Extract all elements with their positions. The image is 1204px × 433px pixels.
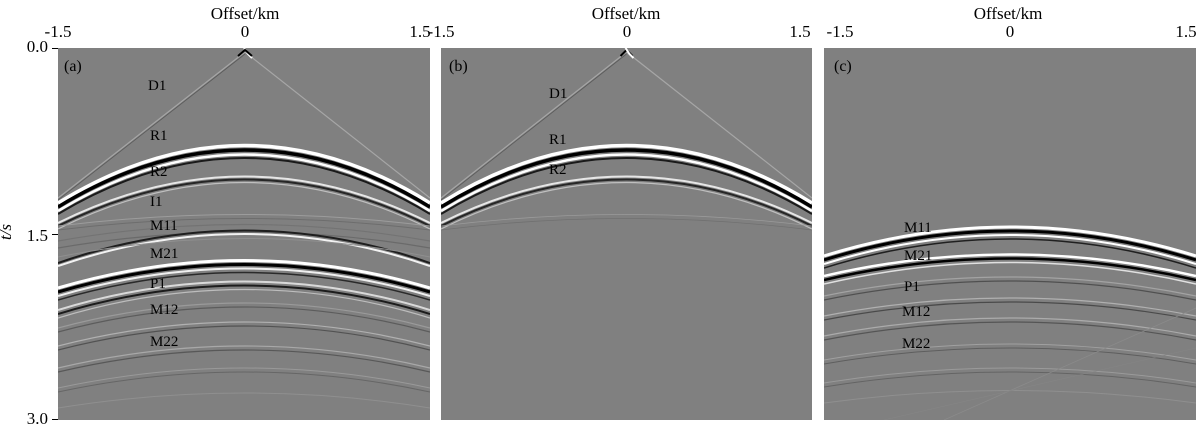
panel-a-event-m21: M21	[150, 246, 179, 262]
panel-b-event-r1: R1	[549, 132, 567, 148]
panel-b-x-title: Offset/km	[591, 4, 661, 23]
panel-c-x-tick-0: -1.5	[826, 22, 854, 41]
panel-a-event-r2: R2	[150, 164, 168, 180]
panel-b-x-tick-0: -1.5	[427, 22, 455, 41]
y-tickmark-0	[52, 48, 58, 49]
panel-a-seismic-image	[58, 48, 430, 409]
y-tickmark-1	[52, 234, 58, 235]
panel-a-event-m12: M12	[150, 302, 179, 318]
panel-a-event-r1: R1	[150, 128, 168, 144]
panel-a-gather: (a) D1 R1 R2 I1 M11 M21 P1 M12 M22	[58, 48, 430, 420]
panel-c-event-p1: P1	[904, 279, 920, 295]
panel-b-x-tick-2: 1.5	[789, 22, 811, 41]
panel-a-event-i1: I1	[150, 194, 163, 210]
panel-c-x-title: Offset/km	[973, 4, 1043, 23]
panel-a-event-m22: M22	[150, 334, 179, 350]
panel-a-event-p1: P1	[150, 276, 166, 292]
panel-c-x-tick-1: 0	[1005, 22, 1015, 41]
y-tickmark-2	[52, 419, 58, 420]
panel-c-seismic-image	[824, 225, 1196, 420]
y-tick-2: 3.0	[26, 409, 48, 428]
panel-a-event-m11: M11	[150, 218, 178, 234]
panel-a-label: (a)	[64, 58, 82, 75]
panel-b-gather: (b) D1 R1 R2	[441, 48, 812, 420]
panel-c-event-m11: M11	[904, 220, 932, 236]
panel-c-label: (c)	[834, 58, 852, 75]
panel-c-event-m22: M22	[902, 336, 931, 352]
panel-b-label: (b)	[449, 58, 468, 75]
y-tick-1: 1.5	[26, 226, 48, 245]
panel-a-event-d1: D1	[148, 78, 167, 94]
panel-b-event-d1: D1	[549, 86, 568, 102]
panel-c-event-m12: M12	[902, 304, 931, 320]
y-tick-0: 0.0	[26, 37, 48, 56]
panel-b-seismic-image	[441, 48, 812, 231]
panel-a-x-tick-1: 0	[240, 22, 250, 41]
panel-a-x-tick-2: 1.5	[409, 22, 431, 41]
panel-c-x-tick-2: 1.5	[1175, 22, 1197, 41]
panel-c-gather: (c) M11 M21 P1 M12 M22	[824, 48, 1196, 420]
panel-b-x-tick-1: 0	[622, 22, 632, 41]
panel-a-x-title: Offset/km	[210, 4, 280, 23]
panel-b-event-r2: R2	[549, 162, 567, 178]
panel-c-event-m21: M21	[904, 248, 933, 264]
panel-a-x-tick-0: -1.5	[44, 22, 72, 41]
